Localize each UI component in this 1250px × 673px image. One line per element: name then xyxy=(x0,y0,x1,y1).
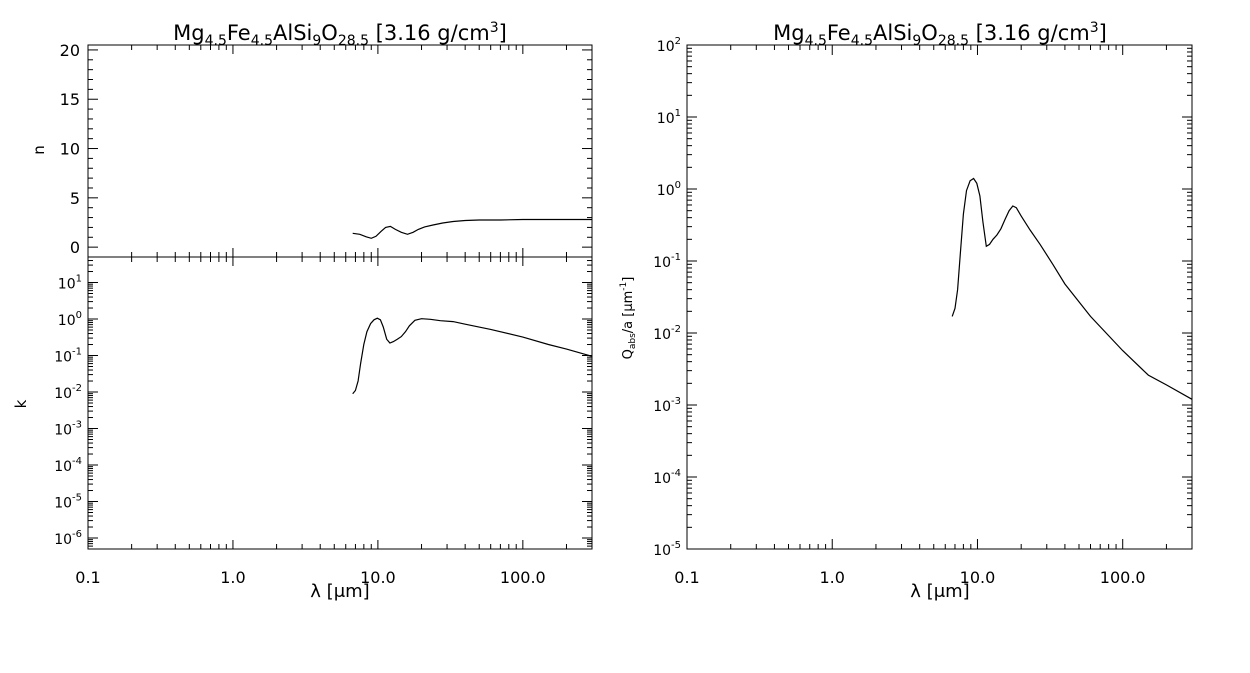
y-tick-label: 10-2 xyxy=(653,324,681,343)
x-tick-label: 1.0 xyxy=(220,568,245,587)
k-tick-label: 10-4 xyxy=(54,456,82,475)
k-plot-frame xyxy=(87,256,593,550)
n-tick-label: 0 xyxy=(70,238,80,257)
n-plot-frame xyxy=(87,44,593,258)
n-tick-label: 20 xyxy=(60,41,80,60)
k-tick-label: 10-3 xyxy=(54,420,82,439)
n-tick-label: 5 xyxy=(70,189,80,208)
k-tick-label: 10-6 xyxy=(54,529,82,548)
n-tick-label: 10 xyxy=(60,140,80,159)
nk-chart: Mg4.5Fe4.5AlSi9O28.5 [3.16 g/cm3] 0 5 10 15… xyxy=(12,20,593,602)
k-panel: 10-6 10-5 10-4 10-3 10-2 10-1 100 101 k xyxy=(12,256,593,550)
y-tick-label: 10-1 xyxy=(653,252,681,271)
y-tick-label: 10-4 xyxy=(653,468,681,487)
k-axis-label: k xyxy=(12,399,30,408)
x-tick-label: 100.0 xyxy=(1100,568,1146,587)
y-tick-label: 10-3 xyxy=(653,396,681,415)
qabs-chart-title: Mg4.5Fe4.5AlSi9O28.5 [3.16 g/cm3] xyxy=(773,20,1107,49)
k-tick-label: 10-2 xyxy=(54,383,82,402)
x-tick-label: 1.0 xyxy=(820,568,845,587)
n-panel: 0 5 10 15 20 n xyxy=(30,41,593,258)
k-curve xyxy=(352,317,593,395)
y-tick-label: 101 xyxy=(657,108,681,127)
x-tick-label: 0.1 xyxy=(674,568,699,587)
y-tick-label: 100 xyxy=(657,180,681,199)
qabs-curve xyxy=(951,177,1193,400)
qabs-plot-frame xyxy=(686,44,1193,550)
k-tick-label: 10-1 xyxy=(54,347,82,366)
x-tick-label: 0.1 xyxy=(75,568,100,587)
k-tick-label: 101 xyxy=(58,274,82,293)
nk-chart-title: Mg4.5Fe4.5AlSi9O28.5 [3.16 g/cm3] xyxy=(173,20,507,49)
y-tick-label: 10-5 xyxy=(653,540,681,559)
n-curve xyxy=(352,218,592,239)
x-tick-label: 10.0 xyxy=(960,568,996,587)
nk-x-axis-label: λ [μm] xyxy=(310,581,369,602)
k-tick-label: 100 xyxy=(58,310,82,329)
y-tick-label: 102 xyxy=(657,36,681,55)
qabs-x-axis-label: λ [μm] xyxy=(910,581,969,602)
k-tick-label: 10-5 xyxy=(54,493,82,512)
n-tick-label: 15 xyxy=(60,90,80,109)
n-axis-label: n xyxy=(30,145,48,155)
qabs-y-axis-label: Qabs/a [μm-1] xyxy=(619,277,638,360)
x-tick-label: 100.0 xyxy=(500,568,546,587)
qabs-chart: Mg4.5Fe4.5AlSi9O28.5 [3.16 g/cm3] 0.1 1.0… xyxy=(619,20,1193,602)
x-tick-label: 10.0 xyxy=(360,568,396,587)
